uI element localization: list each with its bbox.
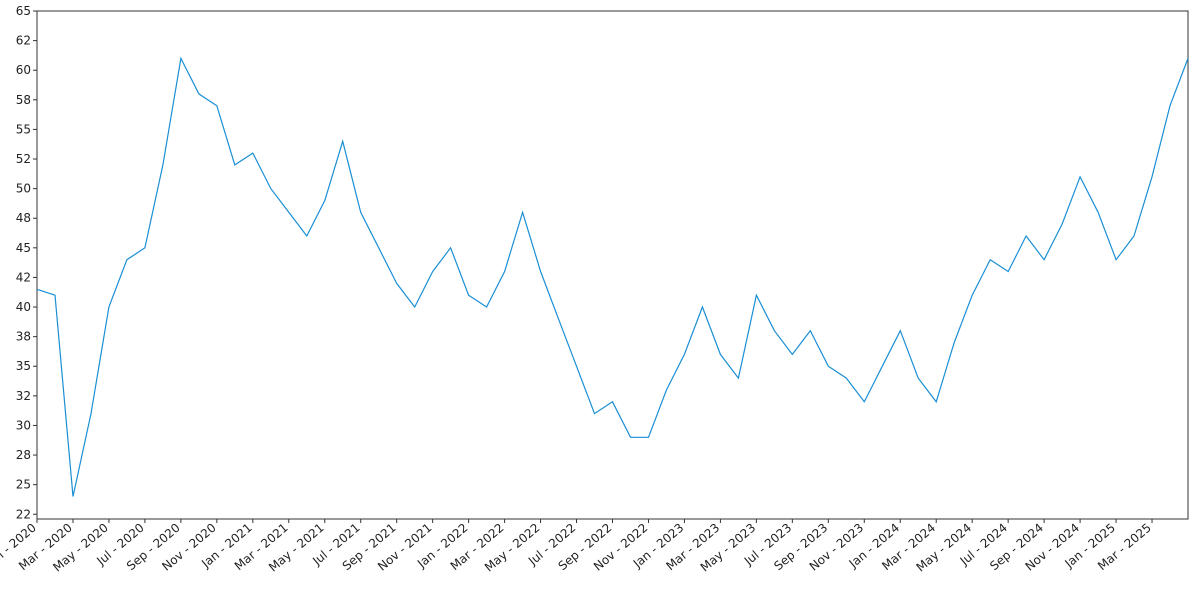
y-tick-label: 32 (16, 389, 31, 403)
y-tick-label: 58 (16, 93, 31, 107)
y-tick-label: 35 (16, 359, 31, 373)
y-tick-label: 65 (16, 4, 31, 18)
y-tick-label: 52 (16, 152, 31, 166)
y-tick-label: 40 (16, 300, 31, 314)
y-tick-label: 48 (16, 211, 31, 225)
y-tick-label: 62 (16, 34, 31, 48)
y-tick-label: 25 (16, 478, 31, 492)
price-line (36, 56, 1189, 497)
y-tick-label: 30 (16, 418, 31, 432)
y-tick-label: 45 (16, 241, 31, 255)
y-tick-label: 22 (16, 507, 31, 521)
y-tick-label: 55 (16, 122, 31, 136)
plot-frame (36, 10, 1189, 520)
y-tick-label: 28 (16, 448, 31, 462)
y-tick-label: 50 (16, 182, 31, 196)
y-tick-label: 38 (16, 330, 31, 344)
y-tick-label: 60 (16, 63, 31, 77)
y-tick-label: 42 (16, 270, 31, 284)
